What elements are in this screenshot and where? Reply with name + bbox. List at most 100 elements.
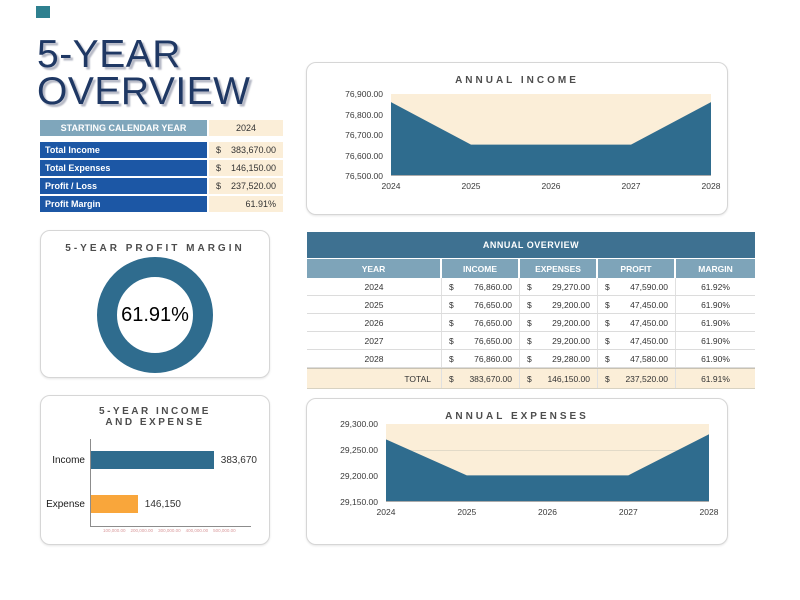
summary-row-value[interactable]: $237,520.00 [209, 178, 283, 194]
currency-symbol: $ [449, 335, 454, 346]
currency-symbol: $ [216, 181, 222, 191]
expenses-cell-amount: 29,200.00 [552, 317, 590, 328]
margin-cell[interactable]: 61.92% [701, 281, 730, 292]
income-cell[interactable]: $76,650.00 [442, 296, 520, 313]
bar-income [91, 451, 214, 469]
profit-cell-amount: 47,580.00 [630, 353, 668, 364]
x-axis-tick-label: 2028 [699, 507, 719, 517]
summary-row-label: Total Income [40, 142, 207, 158]
profit-margin-donut-card: 5-YEAR PROFIT MARGIN 61.91% [40, 230, 270, 378]
y-axis-tick-label: 76,600.00 [345, 150, 383, 161]
margin-cell[interactable]: 61.90% [701, 353, 730, 364]
income-cell[interactable]: $76,860.00 [442, 278, 520, 295]
bar-expense [91, 495, 138, 513]
table-row: 2028 $76,860.00 $29,280.00 $47,580.00 61.90% [307, 350, 755, 368]
year-cell[interactable]: 2026 [307, 314, 442, 331]
summary-row-value[interactable]: $146,150.00 [209, 160, 283, 176]
y-axis-tick-label: 29,200.00 [340, 471, 378, 481]
currency-symbol: $ [527, 335, 532, 346]
summary-header-row: STARTING CALENDAR YEAR 2024 [40, 120, 283, 136]
total-income-cell[interactable]: $383,670.00 [442, 369, 520, 388]
summary-row-value[interactable]: 61.91% [209, 196, 283, 212]
margin-cell[interactable]: 61.90% [701, 335, 730, 346]
bar-value-label: 383,670 [220, 455, 257, 466]
income-expense-title-line1: 5-YEAR INCOME [99, 406, 211, 417]
column-header-margin: MARGIN [698, 263, 733, 274]
bar-value-label: 146,150 [144, 499, 181, 510]
income-cell[interactable]: $76,650.00 [442, 314, 520, 331]
expenses-cell[interactable]: $29,200.00 [520, 332, 598, 349]
starting-year-label: STARTING CALENDAR YEAR [40, 120, 207, 136]
currency-symbol: $ [605, 373, 610, 384]
starting-year-value[interactable]: 2024 [209, 120, 283, 136]
accent-square [36, 6, 50, 18]
bar-x-axis [90, 526, 251, 527]
summary-row-amount: 61.91% [245, 199, 276, 209]
expenses-cell-amount: 29,270.00 [552, 281, 590, 292]
total-expenses-cell[interactable]: $146,150.00 [520, 369, 598, 388]
expenses-cell[interactable]: $29,200.00 [520, 314, 598, 331]
currency-symbol: $ [216, 145, 222, 155]
profit-cell[interactable]: $47,450.00 [598, 332, 676, 349]
annual-overview-header-row: YEAR INCOME EXPENSES PROFIT MARGIN [307, 259, 755, 278]
expenses-cell[interactable]: $29,280.00 [520, 350, 598, 367]
year-cell[interactable]: 2024 [307, 278, 442, 295]
total-profit-cell[interactable]: $237,520.00 [598, 369, 676, 388]
profit-cell[interactable]: $47,580.00 [598, 350, 676, 367]
annual-expenses-chart: ANNUAL EXPENSES 29,300.00 29,250.00 29,200… [306, 398, 728, 545]
bar-x-axis-sublabel: 100,000.00 [103, 528, 126, 533]
x-axis-tick-label: 2024 [376, 507, 396, 517]
donut-ring [97, 257, 213, 373]
page-title: 5-YEAR OVERVIEW [37, 35, 251, 113]
y-axis-tick-label: 29,150.00 [340, 497, 378, 507]
income-expense-title-line2: AND EXPENSE [105, 417, 205, 428]
page-title-line2: OVERVIEW [37, 70, 251, 113]
income-cell[interactable]: $76,860.00 [442, 350, 520, 367]
bar-x-axis-sublabels: 100,000.00 200,000.00 300,000.00 400,000.00… [103, 528, 236, 533]
x-axis-tick-label: 2027 [618, 507, 638, 517]
summary-row-amount: 383,670.00 [230, 145, 276, 155]
profit-cell-amount: 47,590.00 [630, 281, 668, 292]
summary-row-amount: 146,150.00 [230, 163, 276, 173]
profit-cell[interactable]: $47,450.00 [598, 314, 676, 331]
summary-row-amount: 237,520.00 [230, 181, 276, 191]
currency-symbol: $ [605, 299, 610, 310]
income-cell-amount: 76,650.00 [474, 317, 512, 328]
area-series [391, 102, 711, 175]
currency-symbol: $ [527, 281, 532, 292]
year-cell[interactable]: 2025 [307, 296, 442, 313]
year-cell[interactable]: 2027 [307, 332, 442, 349]
currency-symbol: $ [527, 373, 532, 384]
currency-symbol: $ [527, 317, 532, 328]
expenses-cell[interactable]: $29,270.00 [520, 278, 598, 295]
area-series [386, 434, 709, 501]
summary-row-value[interactable]: $383,670.00 [209, 142, 283, 158]
income-expense-bar-card: 5-YEAR INCOME AND EXPENSE 100,000.00 200,0… [40, 395, 270, 545]
income-cell[interactable]: $76,650.00 [442, 332, 520, 349]
currency-symbol: $ [449, 317, 454, 328]
table-row: 2024 $76,860.00 $29,270.00 $47,590.00 61.92% [307, 278, 755, 296]
expenses-cell[interactable]: $29,200.00 [520, 296, 598, 313]
currency-symbol: $ [527, 353, 532, 364]
expenses-cell-amount: 29,200.00 [552, 299, 590, 310]
column-header-year: YEAR [307, 259, 442, 278]
summary-row: Profit Margin 61.91% [40, 196, 283, 212]
y-axis-tick-label: 76,700.00 [345, 130, 383, 140]
bar-x-axis-sublabel: 500,000.00 [213, 528, 236, 533]
profit-margin-value: 61.91% [121, 303, 189, 326]
total-profit-cell-amount: 237,520.00 [625, 373, 668, 384]
margin-cell[interactable]: 61.90% [701, 317, 730, 328]
x-axis-tick-label: 2026 [538, 507, 557, 517]
annual-overview-table: ANNUAL OVERVIEW YEAR INCOME EXPENSES PROFIT… [307, 232, 755, 389]
margin-cell[interactable]: 61.90% [701, 299, 730, 310]
expenses-cell-amount: 29,200.00 [552, 335, 590, 346]
year-cell[interactable]: 2028 [307, 350, 442, 367]
column-header-expenses: EXPENSES [520, 259, 598, 278]
profit-cell-amount: 47,450.00 [630, 317, 668, 328]
profit-cell[interactable]: $47,590.00 [598, 278, 676, 295]
currency-symbol: $ [605, 353, 610, 364]
gridline [386, 450, 709, 451]
currency-symbol: $ [449, 299, 454, 310]
profit-cell[interactable]: $47,450.00 [598, 296, 676, 313]
income-cell-amount: 76,860.00 [474, 281, 512, 292]
